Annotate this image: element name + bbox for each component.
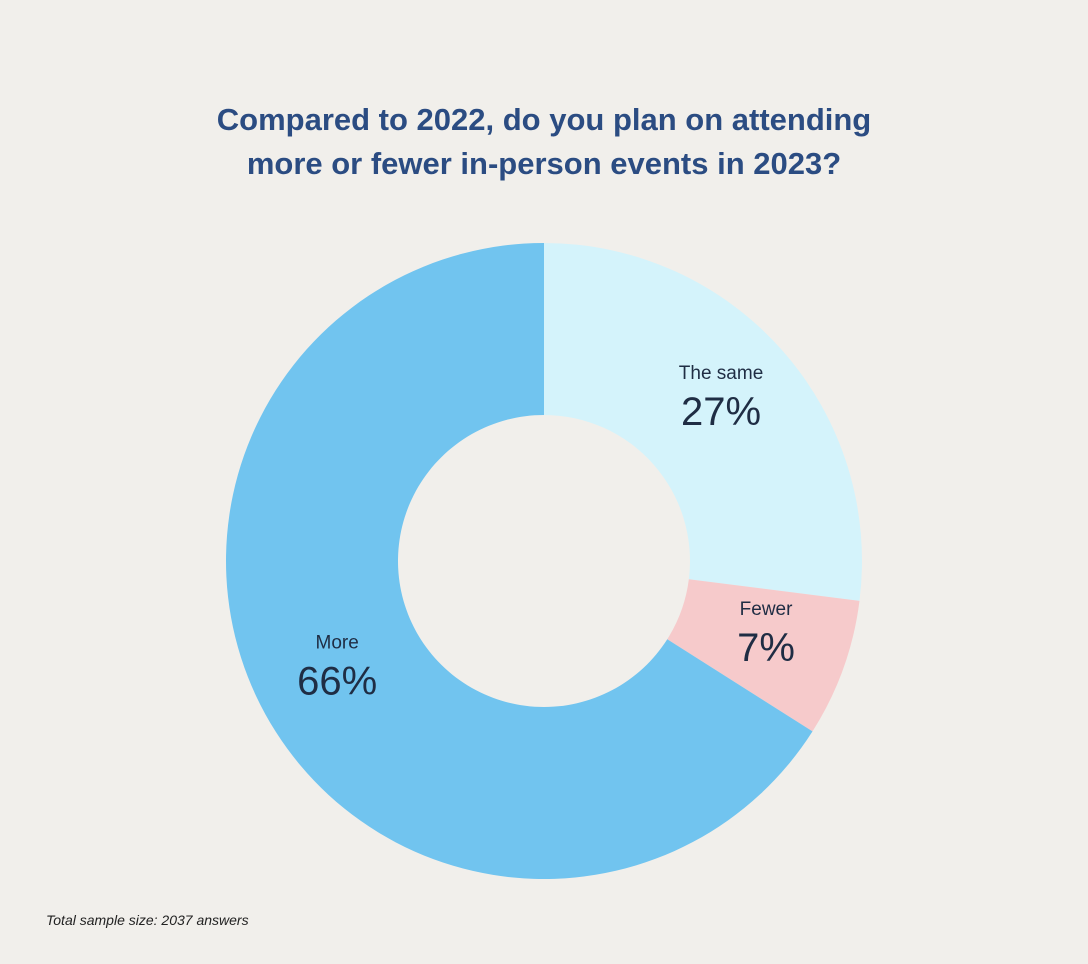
slice-the-same xyxy=(544,243,862,601)
slice-label-more: More xyxy=(316,633,359,654)
chart-title-line-1: Compared to 2022, do you plan on attendi… xyxy=(216,102,872,137)
slice-label-the-same: The same xyxy=(679,363,763,384)
chart-title-line-2: more or fewer in-person events in 2023? xyxy=(246,146,842,181)
slice-value-the-same: 27% xyxy=(681,390,761,434)
chart-title: Compared to 2022, do you plan on attendi… xyxy=(0,98,1088,186)
slice-label-fewer: Fewer xyxy=(740,599,793,620)
slice-value-more: 66% xyxy=(297,660,377,704)
slice-fewer xyxy=(667,579,860,732)
slice-value-fewer: 7% xyxy=(737,626,795,670)
sample-size-footnote: Total sample size: 2037 answers xyxy=(46,912,249,928)
slice-more xyxy=(225,242,813,879)
